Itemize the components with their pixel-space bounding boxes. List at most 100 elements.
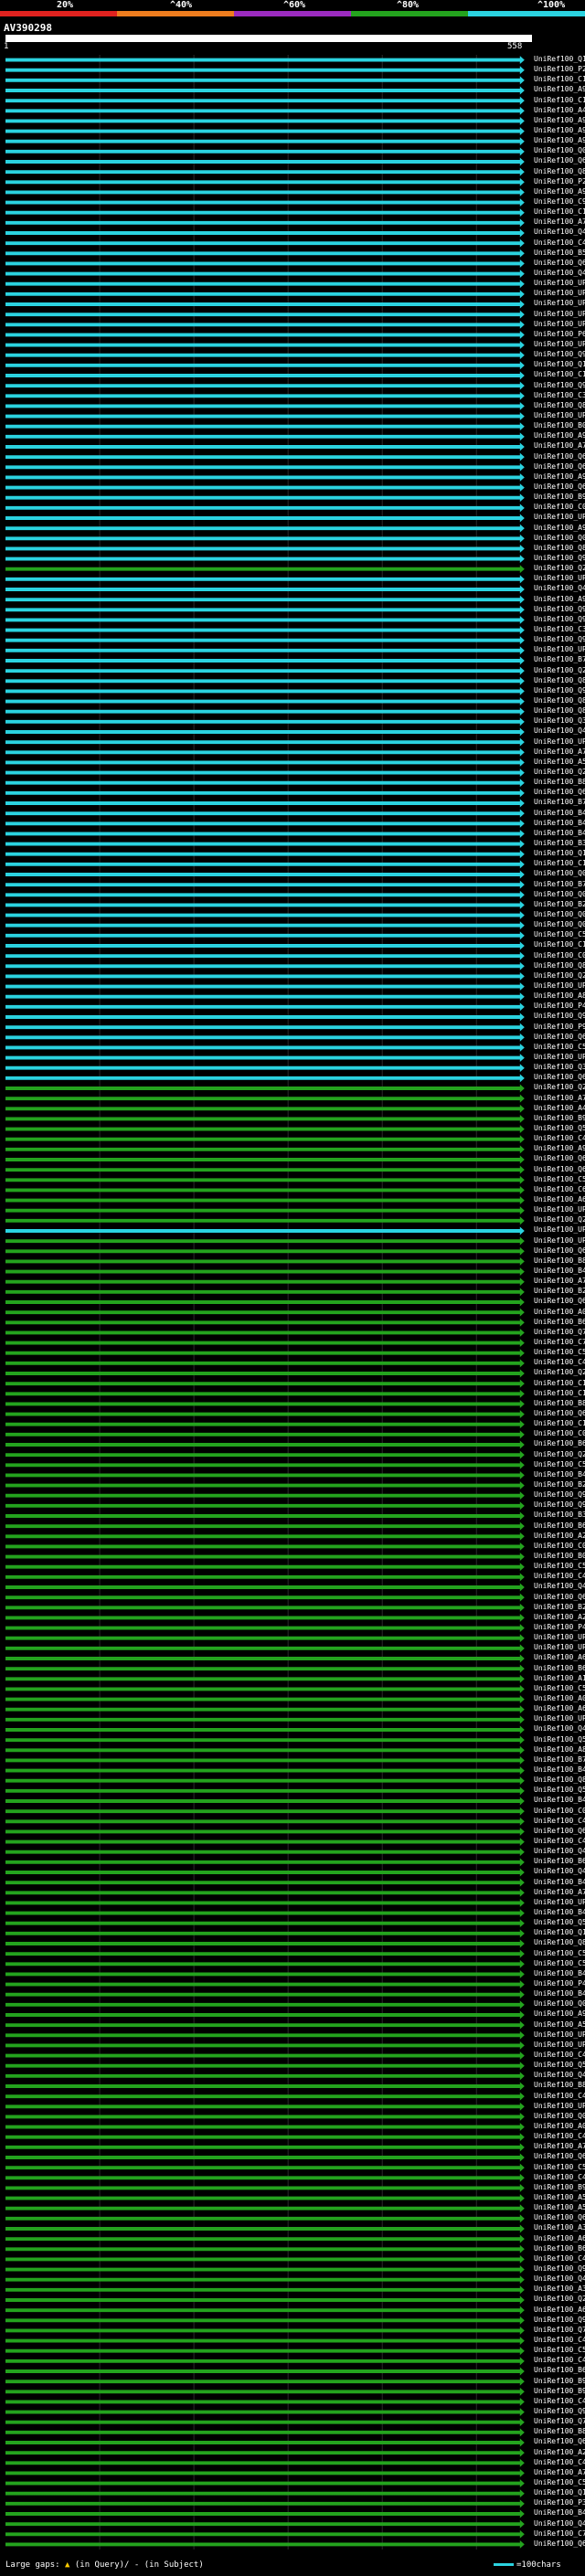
hit-label[interactable]: UniRef100_A9P926 — [534, 472, 585, 481]
hit-label[interactable]: UniRef100_B4LSR9 — [534, 808, 585, 817]
hit-label[interactable]: UniRef100_UP1000.. — [534, 289, 585, 298]
hit-label[interactable]: UniRef100_Q4PBV5 — [534, 726, 585, 736]
hit-label[interactable]: UniRef100_C9E2R1 — [534, 197, 585, 206]
hit-label[interactable]: UniRef100_B4KU76 — [534, 1765, 585, 1774]
hit-label[interactable]: UniRef100_B2QNY1 — [534, 1602, 585, 1611]
hit-label[interactable]: UniRef100_Q4Z249 — [534, 269, 585, 277]
hit-label[interactable]: UniRef100_C1TJD3 — [534, 859, 585, 868]
hit-label[interactable]: UniRef100_Q6TIJ7 — [534, 461, 585, 471]
hit-label[interactable]: UniRef100_A7NTJ9 — [534, 2142, 585, 2151]
hit-label[interactable]: UniRef100_Q5DCH7 — [534, 2061, 585, 2070]
hit-label[interactable]: UniRef100_UP1000.. — [534, 513, 585, 522]
hit-label[interactable]: UniRef100_Q16640 — [534, 849, 585, 858]
hit-label[interactable]: UniRef100_C1MZ68 — [534, 95, 585, 104]
hit-label[interactable]: UniRef100_Q6CN17 — [534, 2437, 585, 2446]
hit-label[interactable]: UniRef100_Q5XUC3 — [534, 1124, 585, 1132]
hit-label[interactable]: UniRef100_A6Z1C2 — [534, 2305, 585, 2314]
hit-label[interactable]: UniRef100_Q6C546 — [534, 2213, 585, 2222]
hit-label[interactable]: UniRef100_B4JEI0 — [534, 828, 585, 837]
hit-label[interactable]: UniRef100_B7FKB5 — [534, 655, 585, 664]
hit-label[interactable]: UniRef100_B4K3F2 — [534, 1877, 585, 1886]
hit-label[interactable]: UniRef100_Q9S918 — [534, 685, 585, 694]
hit-label[interactable]: UniRef100_Q4V604 — [534, 2518, 585, 2528]
hit-label[interactable]: UniRef100_B2ADA6 — [534, 1480, 585, 1489]
hit-label[interactable]: UniRef100_UP1000.. — [534, 1897, 585, 1906]
hit-label[interactable]: UniRef100_P25387 — [534, 65, 585, 74]
hit-label[interactable]: UniRef100_C5L3C7 — [534, 1948, 585, 1957]
hit-label[interactable]: UniRef100_Q6PPH2 — [534, 1032, 585, 1041]
hit-label[interactable]: UniRef100_Q4N2Q8 — [534, 1847, 585, 1856]
hit-label[interactable]: UniRef100_P46800 — [534, 1979, 585, 1988]
hit-label[interactable]: UniRef100_UP1000.. — [534, 319, 585, 328]
hit-label[interactable]: UniRef100_A9V178 — [534, 1144, 585, 1153]
hit-label[interactable]: UniRef100_C6BLQ5 — [534, 1184, 585, 1193]
hit-label[interactable]: UniRef100_B4GKH6 — [534, 1968, 585, 1977]
hit-label[interactable]: UniRef100_Q7QUT5 — [534, 1327, 585, 1336]
hit-label[interactable]: UniRef100_B2AQC3 — [534, 1287, 585, 1296]
hit-label[interactable]: UniRef100_C1H819 — [534, 1419, 585, 1428]
hit-label[interactable]: UniRef100_B8LQK7 — [534, 778, 585, 787]
hit-label[interactable]: UniRef100_A5K814 — [534, 2019, 585, 2029]
hit-label[interactable]: UniRef100_B6SJ21 — [534, 1439, 585, 1448]
hit-label[interactable]: UniRef100_C5MFL3 — [534, 2162, 585, 2171]
hit-label[interactable]: UniRef100_Q6VE17 — [534, 258, 585, 267]
hit-label[interactable]: UniRef100_Q0J7U0 — [534, 869, 585, 878]
hit-label[interactable]: UniRef100_B7SP58 — [534, 1754, 585, 1764]
hit-label[interactable]: UniRef100_C4LTR4 — [534, 2356, 585, 2365]
hit-label[interactable]: UniRef100_Q68E56 — [534, 1154, 585, 1163]
hit-label[interactable]: UniRef100_B9SUB8 — [534, 1113, 585, 1122]
hit-label[interactable]: UniRef100_Q9SGD0 — [534, 380, 585, 389]
hit-label[interactable]: UniRef100_B4E9C3 — [534, 1989, 585, 1998]
hit-label[interactable]: UniRef100_Q2F5M4 — [534, 1215, 585, 1224]
hit-label[interactable]: UniRef100_UP1000.. — [534, 2101, 585, 2110]
hit-label[interactable]: UniRef100_Q5LZI5 — [534, 1734, 585, 1744]
hit-label[interactable]: UniRef100_P63244 — [534, 329, 585, 338]
hit-label[interactable]: UniRef100_C5XGU1 — [534, 1683, 585, 1692]
hit-label[interactable]: UniRef100_B6K8C2 — [534, 1857, 585, 1866]
hit-label[interactable]: UniRef100_B6E9A8 — [534, 2366, 585, 2375]
hit-label[interactable]: UniRef100_Q8LV28 — [534, 675, 585, 684]
hit-label[interactable]: UniRef100_Q8VIL9 — [534, 400, 585, 409]
hit-label[interactable]: UniRef100_UP1000.. — [534, 411, 585, 419]
hit-label[interactable]: UniRef100_A7LH77 — [534, 1887, 585, 1896]
hit-label[interactable]: UniRef100_B5DFX3 — [534, 248, 585, 257]
hit-label[interactable]: UniRef100_A6SBS3 — [534, 1195, 585, 1203]
hit-label[interactable]: UniRef100_B9EN23 — [534, 2376, 585, 2385]
hit-label[interactable]: UniRef100_C5FCX6 — [534, 1042, 585, 1051]
hit-label[interactable]: UniRef100_Q9S9Z0 — [534, 604, 585, 613]
hit-label[interactable]: UniRef100_Q1WLW3 — [534, 55, 585, 63]
hit-label[interactable]: UniRef100_C1I1Z6 — [534, 1388, 585, 1397]
hit-label[interactable]: UniRef100_Q9S9Z1 — [534, 614, 585, 623]
hit-label[interactable]: UniRef100_Q9S0G6 — [534, 1012, 585, 1021]
hit-label[interactable]: UniRef100_Q0GMQ3 — [534, 2111, 585, 2120]
hit-label[interactable]: UniRef100_P49027 — [534, 1623, 585, 1631]
hit-label[interactable]: UniRef100_C4E7Q4 — [534, 2253, 585, 2263]
hit-label[interactable]: UniRef100_C4M9P6 — [534, 2396, 585, 2405]
hit-label[interactable]: UniRef100_P38011 — [534, 2498, 585, 2507]
hit-label[interactable]: UniRef100_A8WUZ1 — [534, 1744, 585, 1754]
hit-label[interactable]: UniRef100_UP1000.. — [534, 645, 585, 654]
hit-label[interactable]: UniRef100_A6WJJ0 — [534, 1704, 585, 1713]
hit-label[interactable]: UniRef100_Q3Y271 — [534, 716, 585, 726]
hit-label[interactable]: UniRef100_Q4G403 — [534, 584, 585, 593]
hit-label[interactable]: UniRef100_A5BV59 — [534, 757, 585, 766]
hit-label[interactable]: UniRef100_C5E1D7 — [534, 2478, 585, 2486]
hit-label[interactable]: UniRef100_A7S2L4 — [534, 217, 585, 227]
hit-label[interactable]: UniRef100_Q4Z248 — [534, 228, 585, 237]
hit-label[interactable]: UniRef100_C4LU92 — [534, 2336, 585, 2344]
hit-label[interactable]: UniRef100_Q24456 — [534, 970, 585, 980]
hit-label[interactable]: UniRef100_Q2UUD1 — [534, 1083, 585, 1092]
hit-label[interactable]: UniRef100_Q8L4Z7 — [534, 706, 585, 716]
hit-label[interactable]: UniRef100_UP1000.. — [534, 1205, 585, 1214]
hit-label[interactable]: UniRef100_B8PBX6 — [534, 1256, 585, 1265]
hit-label[interactable]: UniRef100_UP1000.. — [534, 299, 585, 308]
hit-label[interactable]: UniRef100_Q8T6T3 — [534, 1776, 585, 1785]
hit-label[interactable]: UniRef100_Q24076 — [534, 665, 585, 674]
hit-label[interactable]: UniRef100_B2VS63 — [534, 899, 585, 908]
hit-label[interactable]: UniRef100_A4QV51 — [534, 1103, 585, 1112]
hit-label[interactable]: UniRef100_B4IZB0 — [534, 1908, 585, 1916]
hit-label[interactable]: UniRef100_Q6JXY5 — [534, 482, 585, 491]
hit-label[interactable]: UniRef100_C4JRS6 — [534, 1816, 585, 1825]
hit-label[interactable]: UniRef100_B4DV02 — [534, 1267, 585, 1275]
hit-label[interactable]: UniRef100_C7Y9Z0 — [534, 1338, 585, 1346]
